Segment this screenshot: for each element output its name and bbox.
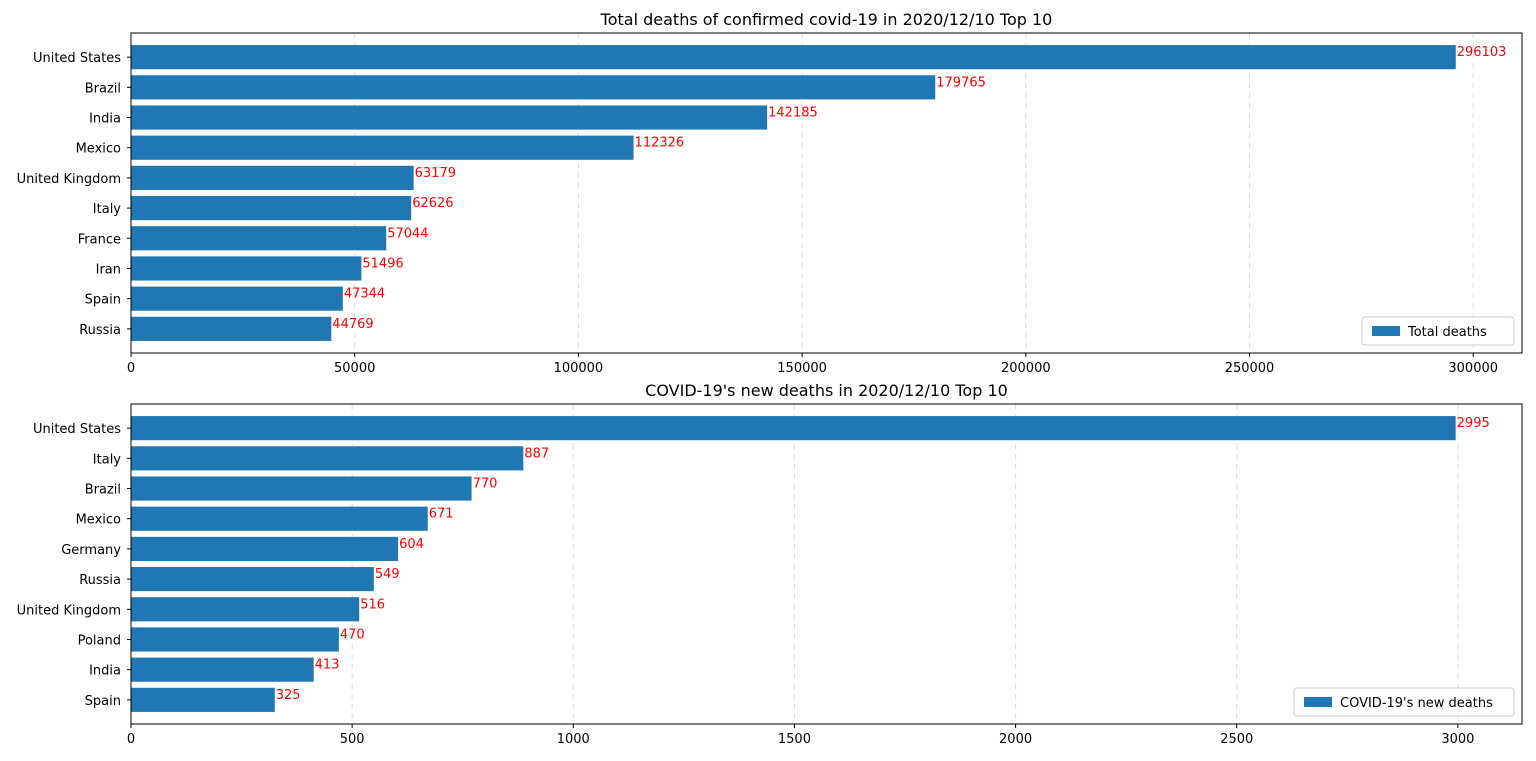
total-deaths-axes-frame <box>130 32 1523 354</box>
total-deaths-bar <box>131 286 343 311</box>
total-deaths-bar <box>131 196 412 221</box>
new-deaths-bar <box>131 416 1456 441</box>
new-deaths-bar <box>131 687 275 712</box>
total-deaths-ytick-label: Italy <box>93 202 122 217</box>
new-deaths-chart: 2995 887 770 671 604 549 516 470 413 325 United St… <box>17 381 1523 747</box>
new-deaths-legend-label: COVID-19's new deaths <box>1340 696 1493 711</box>
total-deaths-ytick-label: United States <box>33 51 121 66</box>
new-deaths-data-label: 549 <box>375 567 400 582</box>
new-deaths-xtick-label: 1000 <box>557 732 590 747</box>
new-deaths-ytick-label: Poland <box>78 633 121 648</box>
total-deaths-bar <box>131 75 936 100</box>
new-deaths-legend-swatch <box>1304 697 1332 707</box>
total-deaths-xtick-label: 200000 <box>1001 361 1051 376</box>
total-deaths-ytick-label: Mexico <box>76 142 121 157</box>
total-deaths-ytick-label: Brazil <box>85 81 121 96</box>
total-deaths-chart: 296103 179765 142185 112326 63179 62626 57044 5… <box>17 10 1523 376</box>
total-deaths-xtick-label: 150000 <box>777 361 827 376</box>
new-deaths-data-label: 887 <box>524 446 549 461</box>
total-deaths-ytick-label: India <box>89 112 121 127</box>
total-deaths-chart-title: Total deaths of confirmed covid-19 in 20… <box>600 10 1053 29</box>
total-deaths-ytick-label: United Kingdom <box>17 172 121 187</box>
new-deaths-bar <box>131 506 428 531</box>
new-deaths-data-label: 770 <box>473 477 498 492</box>
new-deaths-ytick-label: United Kingdom <box>17 603 121 618</box>
new-deaths-xtick-label: 1500 <box>778 732 811 747</box>
new-deaths-xtick-label: 2500 <box>1220 732 1253 747</box>
total-deaths-data-label: 63179 <box>415 166 456 181</box>
new-deaths-ytick-label: Brazil <box>85 483 121 498</box>
total-deaths-legend-box <box>1361 316 1515 346</box>
total-deaths-bar <box>131 165 414 190</box>
total-deaths-data-label: 51496 <box>362 256 403 271</box>
total-deaths-data-label: 142185 <box>768 106 818 121</box>
new-deaths-ytick-label: Italy <box>93 452 122 467</box>
new-deaths-data-label: 604 <box>399 537 424 552</box>
new-deaths-axes-frame <box>130 403 1523 725</box>
new-deaths-ytick-label: Mexico <box>76 513 121 528</box>
total-deaths-ytick-label: Russia <box>79 323 121 338</box>
total-deaths-xtick-label: 250000 <box>1225 361 1275 376</box>
new-deaths-ytick-label: India <box>89 664 121 679</box>
new-deaths-xtick-label: 2000 <box>999 732 1032 747</box>
new-deaths-bar <box>131 657 314 682</box>
new-deaths-legend-box <box>1293 687 1515 717</box>
total-deaths-data-label: 112326 <box>635 136 685 151</box>
new-deaths-bar <box>131 627 339 652</box>
new-deaths-bar <box>131 476 472 501</box>
total-deaths-data-label: 296103 <box>1457 45 1507 60</box>
total-deaths-legend-label: Total deaths <box>1407 325 1487 340</box>
total-deaths-data-label: 179765 <box>936 75 986 90</box>
total-deaths-data-label: 62626 <box>412 196 453 211</box>
new-deaths-xtick-label: 0 <box>127 732 135 747</box>
new-deaths-data-label: 516 <box>360 597 385 612</box>
total-deaths-ytick-label: Iran <box>96 262 121 277</box>
new-deaths-data-label: 470 <box>340 627 365 642</box>
new-deaths-data-label: 413 <box>315 658 340 673</box>
new-deaths-chart-title: COVID-19's new deaths in 2020/12/10 Top … <box>645 381 1008 400</box>
total-deaths-bar <box>131 105 768 130</box>
new-deaths-ytick-label: Spain <box>85 694 121 709</box>
new-deaths-data-label: 325 <box>276 688 301 703</box>
total-deaths-bar <box>131 256 362 281</box>
total-deaths-ytick-label: Spain <box>85 293 121 308</box>
total-deaths-bar <box>131 135 634 160</box>
total-deaths-bar <box>131 316 332 341</box>
new-deaths-bar <box>131 536 399 561</box>
total-deaths-legend-swatch <box>1372 326 1400 336</box>
new-deaths-xtick-label: 500 <box>340 732 365 747</box>
total-deaths-xtick-label: 50000 <box>334 361 375 376</box>
total-deaths-bar <box>131 45 1456 70</box>
new-deaths-bar <box>131 597 360 622</box>
new-deaths-bar <box>131 567 374 592</box>
total-deaths-data-label: 47344 <box>344 287 385 302</box>
total-deaths-data-label: 57044 <box>387 226 428 241</box>
new-deaths-ytick-label: United States <box>33 422 121 437</box>
new-deaths-bar <box>131 446 524 471</box>
total-deaths-xtick-label: 0 <box>127 361 135 376</box>
total-deaths-bar <box>131 226 387 251</box>
new-deaths-data-label: 2995 <box>1457 416 1490 431</box>
new-deaths-xtick-label: 3000 <box>1441 732 1474 747</box>
new-deaths-ytick-label: Russia <box>79 573 121 588</box>
total-deaths-data-label: 44769 <box>332 317 373 332</box>
total-deaths-ytick-label: France <box>78 232 121 247</box>
new-deaths-ytick-label: Germany <box>61 543 121 558</box>
total-deaths-xtick-label: 100000 <box>554 361 604 376</box>
total-deaths-xtick-label: 300000 <box>1448 361 1498 376</box>
new-deaths-data-label: 671 <box>429 507 454 522</box>
